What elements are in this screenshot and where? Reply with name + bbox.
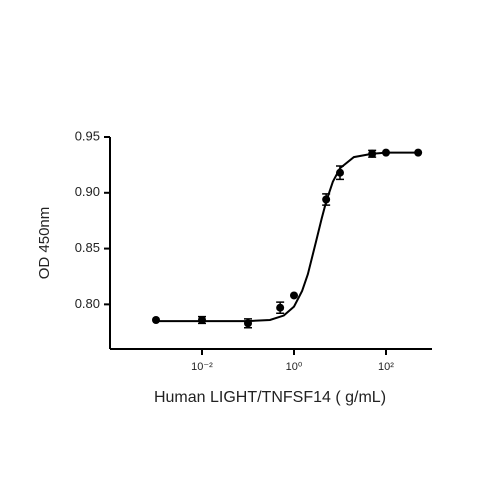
x-tick-label: 10²	[378, 361, 394, 373]
point	[368, 149, 377, 158]
point	[414, 148, 423, 157]
point	[276, 303, 285, 312]
point	[382, 148, 390, 157]
point	[322, 195, 331, 204]
x-axis-label: Human LIGHT/TNFSF14 ( g/mL)	[154, 389, 386, 406]
x-tick-label: 10⁰	[286, 361, 303, 373]
y-tick-label: 0.80	[75, 296, 100, 311]
point	[336, 168, 344, 177]
y-tick-label: 0.85	[75, 240, 100, 255]
y-axis-label: OD 450nm	[36, 207, 53, 280]
point	[290, 291, 298, 300]
x-tick-label: 10⁻²	[191, 361, 213, 373]
point	[244, 319, 252, 328]
point	[198, 315, 206, 324]
fit-curve	[156, 151, 419, 323]
point	[152, 315, 160, 324]
y-tick-label: 0.90	[75, 184, 100, 199]
y-tick-label: 0.95	[75, 128, 100, 143]
